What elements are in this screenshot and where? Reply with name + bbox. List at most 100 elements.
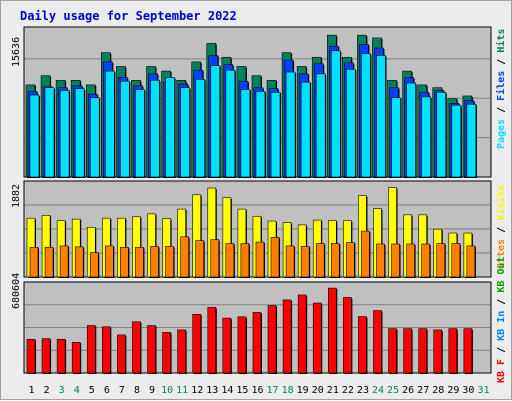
day-label: 10: [161, 385, 173, 396]
day-label: 25: [387, 385, 399, 396]
bar-kbf-day-30: [463, 328, 473, 374]
legend-kbytes: KB F / KB In / KB Out: [496, 257, 507, 383]
day-label: 31: [477, 385, 489, 396]
bar-pages-day-18: [285, 71, 297, 178]
day-label: 5: [89, 385, 95, 396]
legend-visits: Visits: [495, 185, 507, 221]
y-max-label: 1882: [11, 184, 22, 208]
bar-pages-day-28: [436, 91, 447, 178]
bar-pages-day-11: [180, 87, 191, 178]
bar-kbf-day-12: [192, 314, 202, 374]
day-label: 27: [417, 385, 429, 396]
bar-sites-day-17: [270, 237, 281, 278]
bar-sites-day-12: [195, 240, 205, 278]
day-label: 22: [342, 385, 354, 396]
bar-sites-day-2: [44, 247, 55, 278]
legend-visits: Sites / Visits: [495, 185, 507, 269]
bar-sites-day-13: [210, 239, 220, 278]
bar-kbf-day-1: [26, 338, 36, 374]
day-label: 17: [267, 385, 279, 396]
bar-pages-day-10: [165, 77, 176, 178]
bar-sites-day-24: [376, 243, 386, 278]
bar-pages-day-1: [29, 94, 40, 178]
bar-kbf-day-22: [343, 297, 353, 374]
bar-sites-day-8: [135, 247, 145, 278]
day-label: 20: [312, 385, 324, 396]
day-label: 28: [432, 385, 444, 396]
bar-kbf-day-7: [117, 334, 127, 374]
bar-kbf-day-13: [207, 307, 217, 374]
bar-sites-day-18: [285, 245, 296, 278]
day-label: 16: [251, 385, 263, 396]
bar-sites-day-23: [361, 230, 371, 278]
legend-hits: Hits: [495, 29, 507, 53]
bar-sites-day-10: [165, 246, 175, 278]
bar-kbf-day-28: [433, 329, 443, 374]
day-label: 23: [357, 385, 369, 396]
bar-kbf-day-17: [267, 305, 278, 374]
bar-pages-day-16: [255, 91, 266, 178]
svg-text:KB F / KB In / KB Out: KB F / KB In / KB Out: [496, 257, 507, 383]
day-label: 9: [149, 385, 155, 396]
bar-kbf-day-3: [56, 338, 67, 374]
bar-pages-day-30: [466, 103, 477, 178]
bar-kbf-day-29: [448, 328, 458, 374]
y-max-label: 680604: [11, 273, 22, 309]
bar-kbf-day-8: [132, 321, 142, 374]
bar-kbf-day-25: [388, 328, 398, 374]
bar-pages-day-22: [346, 68, 357, 178]
bar-sites-day-4: [74, 246, 85, 278]
day-label: 4: [74, 385, 80, 396]
day-label: 12: [191, 385, 203, 396]
bar-pages-day-3: [59, 90, 71, 178]
day-label: 26: [402, 385, 414, 396]
bar-sites-day-5: [89, 252, 100, 278]
bar-pages-day-13: [210, 65, 221, 178]
legend-sites: Sites: [495, 239, 507, 269]
bar-pages-day-8: [135, 89, 146, 178]
bar-sites-day-25: [391, 243, 401, 278]
day-label: 11: [176, 385, 188, 396]
day-label: 19: [297, 385, 309, 396]
bar-kbf-day-10: [162, 332, 172, 374]
bar-pages-day-14: [225, 69, 236, 178]
bar-pages-day-4: [74, 88, 86, 178]
bar-pages-day-6: [105, 70, 116, 178]
bar-pages-day-21: [330, 50, 342, 179]
day-label: 29: [447, 385, 459, 396]
bar-sites-day-14: [225, 243, 235, 278]
bar-pages-day-26: [406, 82, 417, 178]
bar-pages-day-5: [89, 97, 101, 178]
bar-kbf-day-11: [177, 329, 187, 374]
day-label: 1: [29, 385, 35, 396]
bar-kbf-day-16: [252, 312, 262, 374]
day-label: 13: [206, 385, 218, 396]
bar-kbf-day-24: [373, 310, 383, 374]
day-label: 3: [59, 385, 65, 396]
bar-kbf-day-19: [297, 294, 308, 374]
bar-sites-day-28: [436, 243, 446, 278]
bar-pages-day-24: [376, 55, 387, 178]
svg-text:Pages / Files / Hits: Pages / Files / Hits: [495, 29, 507, 149]
bar-pages-day-27: [421, 96, 432, 178]
day-label: 6: [104, 385, 110, 396]
bar-pages-day-7: [120, 80, 131, 178]
bar-pages-day-12: [195, 79, 206, 178]
legend-kb-out: KB Out: [496, 257, 507, 293]
legend-pages: Pages: [496, 119, 507, 149]
day-label: 8: [134, 385, 140, 396]
bar-pages-day-17: [270, 91, 282, 178]
bar-sites-day-27: [421, 243, 431, 278]
day-label: 15: [236, 385, 248, 396]
bar-kbf-day-20: [312, 302, 323, 374]
bar-sites-day-30: [466, 245, 476, 278]
bar-pages-day-29: [451, 104, 462, 178]
chart-title: Daily usage for September 2022: [20, 9, 237, 23]
bar-pages-day-9: [150, 80, 161, 178]
bar-kbf-day-9: [147, 325, 157, 374]
bar-kbf-day-26: [403, 328, 413, 374]
bar-sites-day-20: [315, 243, 326, 278]
bar-kbf-day-23: [358, 316, 368, 374]
